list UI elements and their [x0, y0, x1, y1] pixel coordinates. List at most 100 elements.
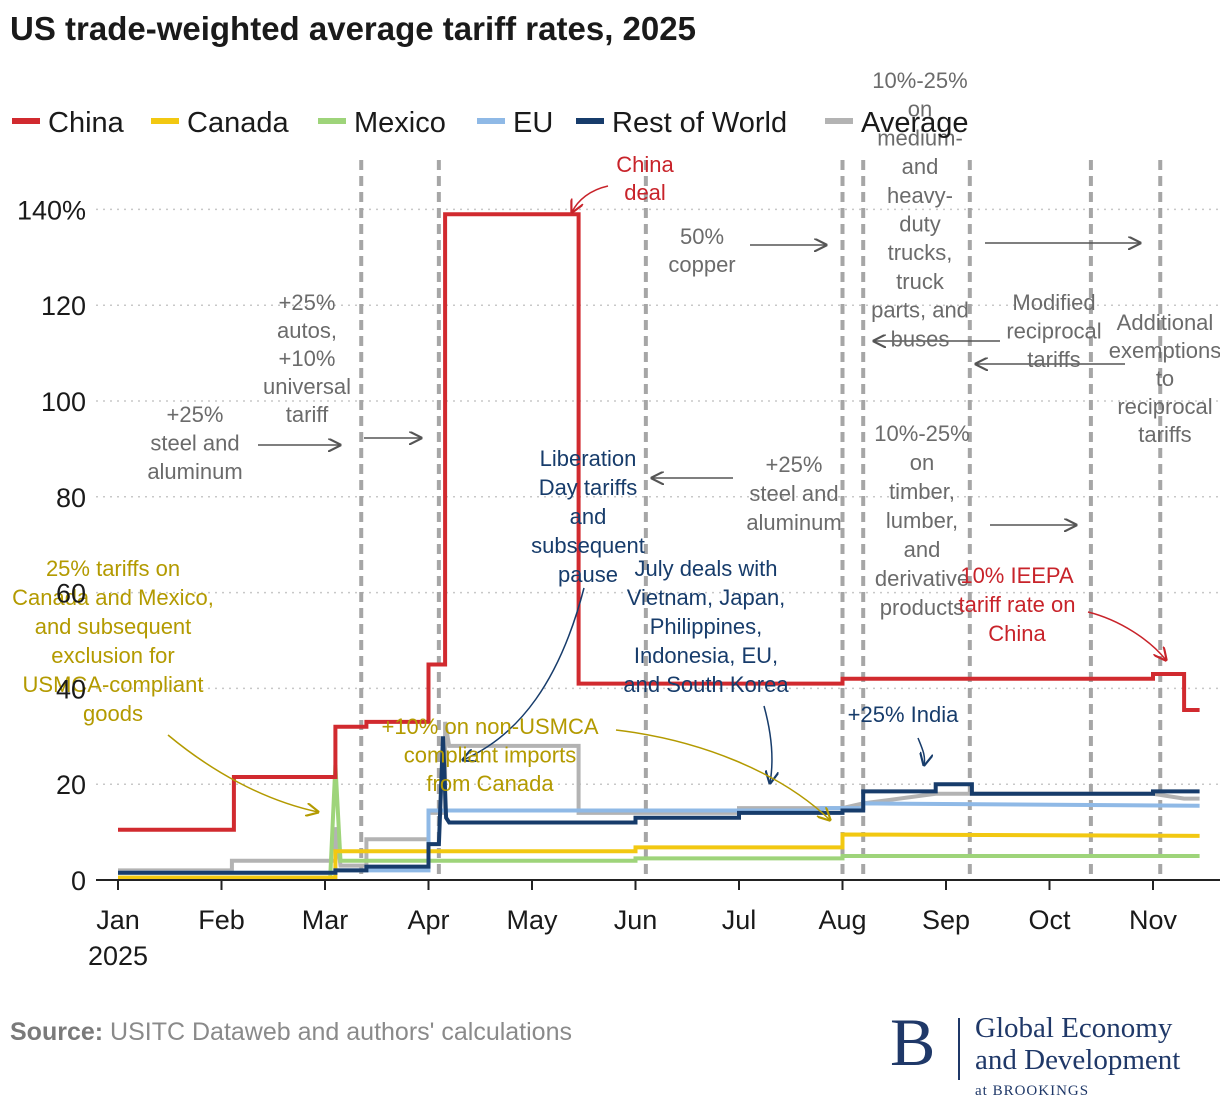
annotation-line: buses	[891, 326, 950, 351]
annotation-line: steel and	[150, 431, 239, 456]
series-line-mexico	[118, 764, 1200, 880]
annotation-line: compliant imports	[404, 743, 576, 768]
annotation-line: products	[880, 595, 964, 620]
annotation-china-deal: China deal	[616, 152, 674, 205]
annotation-line: China	[988, 621, 1046, 646]
arrow-ieepa	[1087, 611, 1166, 660]
annotation-line: parts, and	[871, 298, 969, 323]
arrow-usmca	[615, 729, 830, 820]
legend-label-mexico: Mexico	[354, 107, 446, 139]
annotation-steel1: +25% steel and aluminum	[147, 402, 242, 484]
x-tick-label-may: May	[506, 905, 558, 935]
x-tick-label-oct: Oct	[1028, 905, 1071, 935]
annotation-line: +25% India	[848, 702, 959, 727]
annotation-line: pause	[558, 562, 618, 587]
annotation-line: goods	[83, 701, 143, 726]
annotation-steel2: +25% steel and aluminum	[746, 452, 841, 535]
x-tick-label-apr: Apr	[407, 905, 449, 935]
legend-label-canada: Canada	[187, 107, 289, 139]
annotation-text: China deal 50% copper 10%-25% on medium-and hea…	[12, 68, 1220, 796]
source-text: USITC Dataweb and authors' calculations	[103, 1018, 572, 1046]
y-tick-label-60: 60	[56, 579, 86, 609]
legend: China Canada Mexico EU Rest of World Average	[12, 107, 969, 139]
series-line-average	[118, 721, 1200, 873]
annotation-line: Indonesia, EU,	[634, 643, 778, 668]
annotation-line: derivative	[875, 566, 969, 591]
annotation-line: and	[904, 537, 941, 562]
source-note: Source: USITC Dataweb and authors' calcu…	[10, 1018, 572, 1047]
event-lines	[359, 160, 1163, 880]
series-line-china	[118, 212, 1200, 832]
annotation-line: China	[616, 152, 674, 177]
annotation-line: +10% on non-USMCA	[381, 714, 598, 739]
y-tick-label-120: 120	[41, 291, 86, 321]
annotation-line: +10%	[279, 346, 336, 371]
annotation-line: reciprocal	[1006, 319, 1101, 344]
legend-label-average: Average	[861, 107, 969, 139]
annotation-line: Philippines,	[650, 614, 763, 639]
annotation-line: exemptions	[1109, 338, 1220, 363]
annotation-line: and	[570, 504, 607, 529]
annotation-line: +25%	[167, 402, 224, 427]
brookings-logo-mark: B	[890, 1004, 936, 1080]
annotation-line: tariff	[286, 402, 329, 427]
y-tick-label-20: 20	[56, 770, 86, 800]
annotation-line: Additional	[1117, 310, 1214, 335]
arrow-china-deal	[572, 185, 609, 212]
annotation-ieepa: 10% IEEPA tariff rate on China	[959, 563, 1076, 646]
logo-divider	[958, 1018, 960, 1080]
annotation-line: +25%	[279, 290, 336, 315]
arrow-india	[917, 737, 925, 765]
annotation-line: timber,	[889, 479, 955, 504]
annotation-line: and	[902, 154, 939, 179]
y-tick-label-100: 100	[41, 387, 86, 417]
annotation-line: deal	[624, 180, 666, 205]
arrow-canmex	[167, 734, 318, 812]
source-label: Source:	[10, 1018, 104, 1046]
logo-line-2: and Development	[975, 1044, 1181, 1076]
series-line-rest-of-world	[118, 736, 1200, 875]
annotation-line: and South Korea	[623, 672, 789, 697]
legend-label-eu: EU	[513, 107, 553, 139]
annotation-line: 10%-25%	[872, 68, 967, 93]
annotation-line: copper	[668, 252, 735, 277]
annotation-modified: Modified reciprocal tariffs	[1006, 290, 1101, 372]
annotation-line: Modified	[1012, 290, 1095, 315]
annotation-copper: 50% copper	[668, 224, 735, 277]
logo-line-1: Global Economy	[975, 1012, 1173, 1044]
annotation-line: to	[1156, 366, 1174, 391]
annotation-line: from Canada	[426, 771, 554, 796]
legend-label-china: China	[48, 107, 125, 139]
annotation-line: and subsequent	[35, 614, 192, 639]
axes: Jan 2025 Feb Mar Apr May Jun Jul Aug Sep Oct Nov 0 20…	[17, 195, 1220, 971]
annotations	[167, 185, 1166, 820]
arrow-liberation	[463, 587, 585, 760]
x-tick-label-nov: Nov	[1129, 905, 1178, 935]
annotation-line: on	[910, 450, 934, 475]
legend-label-rest-of-world: Rest of World	[612, 107, 787, 139]
x-tick-label-jul: Jul	[722, 905, 757, 935]
annotation-usmca: +10% on non-USMCA compliant imports from C…	[381, 714, 598, 796]
annotation-line: USMCA-compliant	[23, 672, 204, 697]
y-tick-label-80: 80	[56, 483, 86, 513]
y-tick-label-0: 0	[71, 866, 86, 896]
x-tick-label-jan: Jan	[96, 905, 140, 935]
annotation-line: lumber,	[886, 508, 958, 533]
annotation-line: Day tariffs	[539, 475, 638, 500]
annotation-line: duty	[899, 212, 941, 237]
annotation-line: subsequent	[531, 533, 645, 558]
annotation-timber: 10%-25% on timber, lumber, and derivative prod…	[874, 421, 969, 620]
annotation-line: truck	[896, 269, 945, 294]
annotation-trucks: 10%-25% on medium-and heavy-duty trucks, truc…	[871, 68, 969, 351]
x-tick-label-sep: Sep	[922, 905, 970, 935]
annotation-line: on	[908, 97, 932, 122]
annotation-line: tariffs	[1138, 422, 1191, 447]
annotation-line: aluminum	[746, 510, 841, 535]
annotation-july: July deals with Vietnam, Japan, Philippine…	[623, 556, 789, 697]
annotation-addl: Additional exemptions to reciprocal tariffs	[1109, 310, 1220, 447]
annotation-line: exclusion for	[51, 643, 175, 668]
annotation-line: universal	[263, 374, 351, 399]
annotation-line: aluminum	[147, 459, 242, 484]
annotation-line: autos,	[277, 318, 337, 343]
